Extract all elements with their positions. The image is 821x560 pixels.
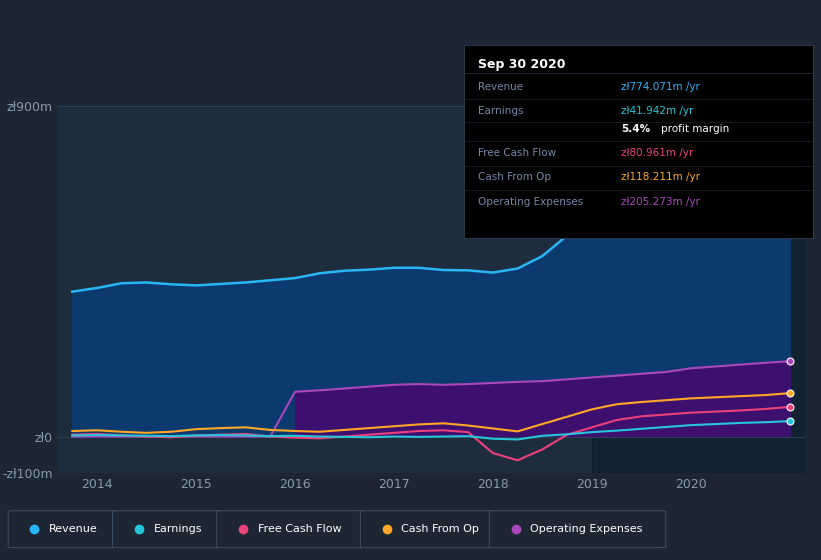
Text: Operating Expenses: Operating Expenses — [478, 197, 583, 207]
Text: Sep 30 2020: Sep 30 2020 — [478, 58, 566, 71]
Text: Cash From Op: Cash From Op — [401, 524, 479, 534]
Text: profit margin: profit margin — [661, 124, 729, 134]
FancyBboxPatch shape — [112, 511, 223, 548]
Text: zł774.071m /yr: zł774.071m /yr — [621, 82, 699, 92]
Bar — [592, 106, 805, 473]
Text: zł205.273m /yr: zł205.273m /yr — [621, 197, 699, 207]
Text: Free Cash Flow: Free Cash Flow — [478, 148, 556, 158]
Text: Free Cash Flow: Free Cash Flow — [258, 524, 342, 534]
Text: Operating Expenses: Operating Expenses — [530, 524, 643, 534]
Text: zł41.942m /yr: zł41.942m /yr — [621, 106, 693, 116]
FancyBboxPatch shape — [489, 511, 666, 548]
Text: Revenue: Revenue — [478, 82, 523, 92]
FancyBboxPatch shape — [360, 511, 496, 548]
Text: Earnings: Earnings — [154, 524, 202, 534]
FancyBboxPatch shape — [217, 511, 367, 548]
Text: zł80.961m /yr: zł80.961m /yr — [621, 148, 693, 158]
FancyBboxPatch shape — [8, 511, 119, 548]
Text: 5.4%: 5.4% — [621, 124, 650, 134]
Text: Cash From Op: Cash From Op — [478, 172, 551, 182]
Text: Earnings: Earnings — [478, 106, 523, 116]
Text: zł118.211m /yr: zł118.211m /yr — [621, 172, 699, 182]
Text: Revenue: Revenue — [49, 524, 98, 534]
